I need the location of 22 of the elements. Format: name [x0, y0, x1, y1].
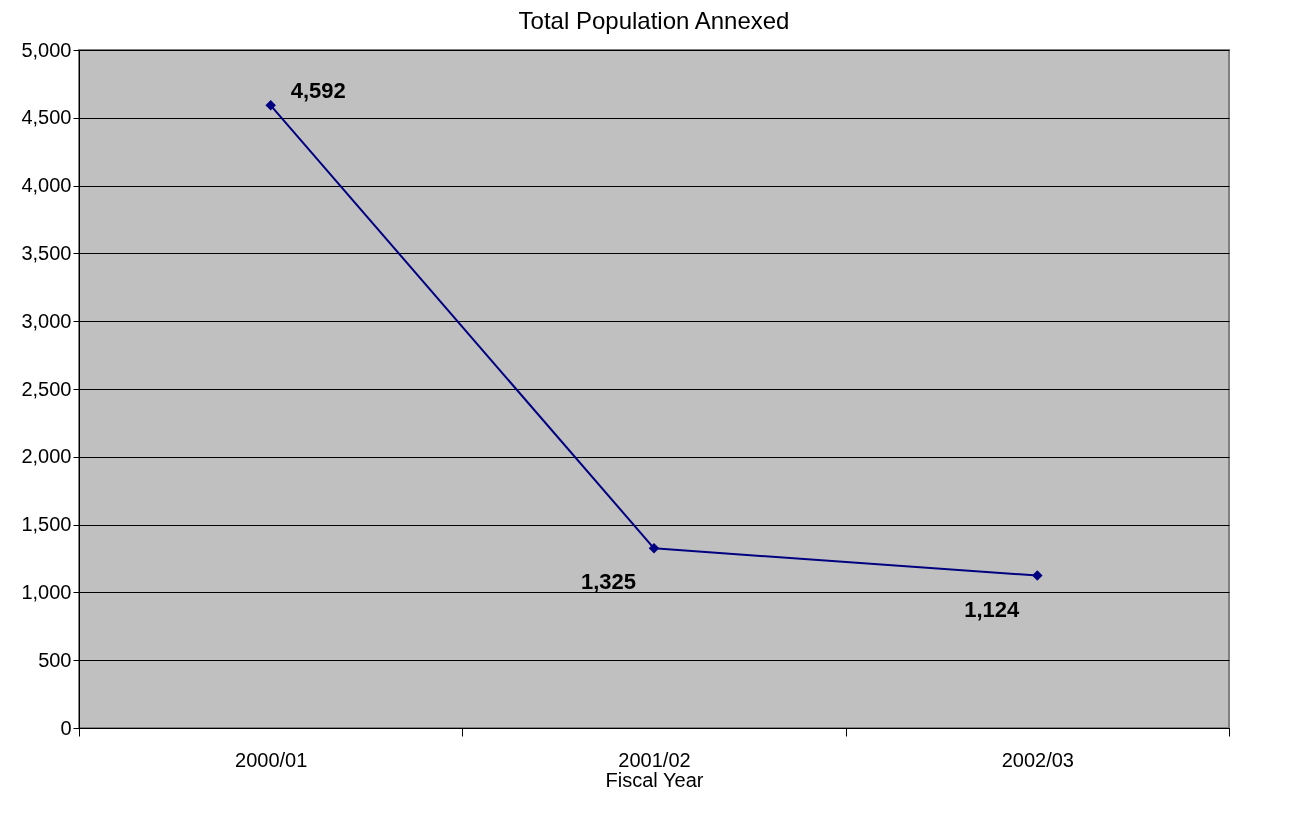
y-tick-label: 1,000	[21, 580, 72, 603]
y-tick-label: 4,000	[21, 174, 72, 197]
x-axis-title: Fiscal Year	[605, 768, 704, 791]
point	[265, 100, 276, 111]
point	[648, 543, 660, 554]
y-tick-label: 4,500	[21, 106, 72, 129]
y-tick-label: 1,500	[21, 513, 72, 536]
text: 4,592	[290, 78, 346, 104]
x-tick-label: 2000/01	[235, 748, 308, 771]
point	[1032, 570, 1043, 581]
x-tick-label: 2002/03	[1001, 748, 1074, 771]
y-tick-label: 5,000	[21, 38, 72, 61]
y-tick-label: 3,000	[21, 309, 72, 332]
y-tick-label: 2,500	[21, 377, 72, 400]
y-tick-label: 2,000	[21, 445, 72, 468]
y-tick-label: 0	[60, 716, 72, 739]
text: 1,124	[964, 596, 1020, 622]
x-tick-label: 2001/02	[618, 748, 691, 771]
chart-title: Total Population Annexed	[518, 7, 790, 34]
text: 1,325	[580, 569, 636, 595]
y-tick-label: 3,500	[21, 241, 72, 264]
y-tick-label: 500	[38, 648, 72, 671]
